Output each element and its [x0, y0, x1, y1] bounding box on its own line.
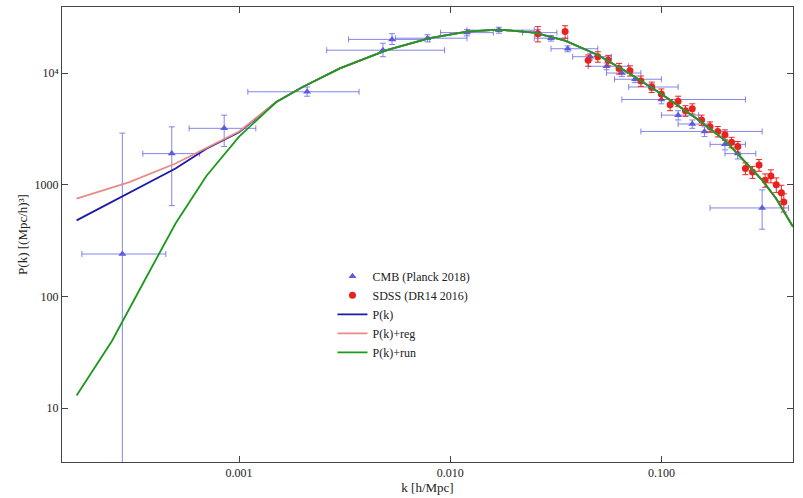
- svg-text:P(k): P(k): [372, 308, 393, 322]
- svg-text:100: 100: [41, 290, 59, 304]
- svg-text:10: 10: [47, 401, 59, 415]
- svg-text:k [h/Mpc]: k [h/Mpc]: [401, 480, 453, 495]
- svg-text:0.010: 0.010: [437, 466, 464, 480]
- svg-text:1000: 1000: [35, 178, 59, 192]
- svg-text:0.001: 0.001: [226, 466, 253, 480]
- svg-text:CMB (Planck 2018): CMB (Planck 2018): [372, 270, 469, 284]
- svg-text:SDSS (DR14 2016): SDSS (DR14 2016): [372, 289, 467, 303]
- svg-text:0.100: 0.100: [648, 466, 675, 480]
- svg-text:10⁴: 10⁴: [42, 66, 58, 80]
- svg-text:P(k)+reg: P(k)+reg: [372, 327, 415, 341]
- svg-text:P(k)+run: P(k)+run: [372, 346, 415, 360]
- svg-text:P(k) [(Mpc/h)³]: P(k) [(Mpc/h)³]: [15, 194, 30, 275]
